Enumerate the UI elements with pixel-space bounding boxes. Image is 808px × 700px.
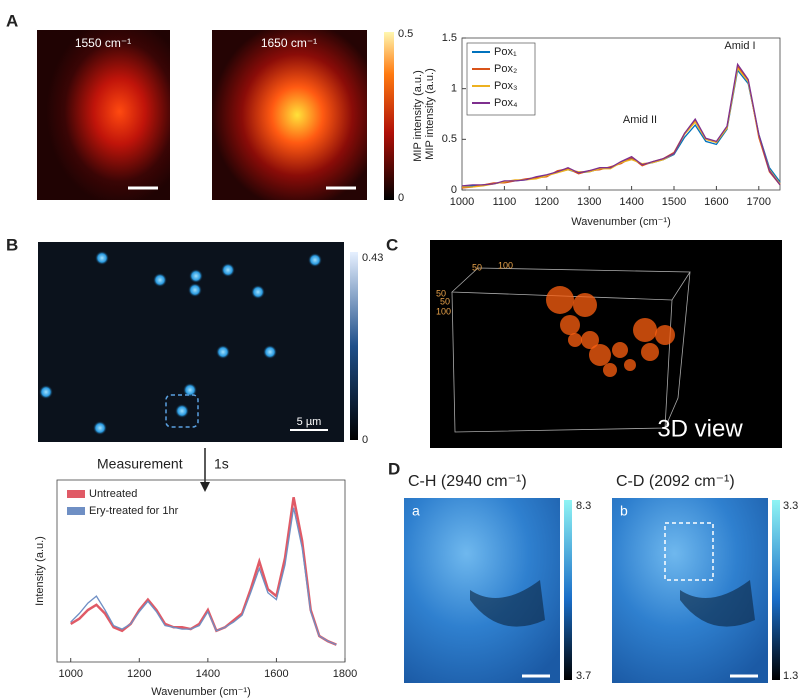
caption: 3D view xyxy=(657,415,743,442)
legend-label: Pox₄ xyxy=(494,97,518,109)
colorbar-label: 0.43 xyxy=(362,252,383,264)
arrow-label: 1s xyxy=(214,456,229,472)
panel-label: D xyxy=(388,459,400,478)
x-tick-label: 1400 xyxy=(619,196,643,208)
volume-blob xyxy=(612,342,628,358)
colorbar-label: 3.3 xyxy=(783,500,798,512)
volume-blob xyxy=(624,359,636,371)
y-tick-label: 0 xyxy=(451,184,457,196)
image-title: C-H (2940 cm⁻¹) xyxy=(408,473,527,490)
sublabel: a xyxy=(412,503,420,519)
cell-dot xyxy=(188,283,202,297)
x-tick-label: 1200 xyxy=(127,668,151,680)
figure: A 1550 cm⁻¹ 1650 cm⁻¹ 0.5 0 MIP intensit… xyxy=(0,0,808,700)
y-tick-label: 0.5 xyxy=(442,133,457,145)
x-axis-label: Wavenumber (cm⁻¹) xyxy=(151,686,251,698)
cell-dot xyxy=(189,269,203,283)
colorbar-label: 1.3 xyxy=(783,670,798,682)
colorbar-label: 0 xyxy=(362,434,368,446)
volume-blob xyxy=(641,343,659,361)
y-axis-label: MIP intensity (a.u.) xyxy=(424,68,436,160)
cell-dot xyxy=(308,253,322,267)
x-tick-label: 1000 xyxy=(450,196,474,208)
x-tick-label: 1200 xyxy=(535,196,559,208)
y-tick-label: 1 xyxy=(451,83,457,95)
cell-dot xyxy=(216,345,230,359)
cell-dot xyxy=(93,421,107,435)
axis-label: 100 xyxy=(498,260,513,270)
volume-blob xyxy=(560,315,580,335)
cell-dot xyxy=(175,404,189,418)
image-title: C-D (2092 cm⁻¹) xyxy=(616,473,735,490)
cell-dot xyxy=(221,263,235,277)
legend-label: Pox₁ xyxy=(494,46,517,58)
x-tick-label: 1600 xyxy=(704,196,728,208)
image-title: 1650 cm⁻¹ xyxy=(261,36,317,50)
panel-d: D C-H (2940 cm⁻¹) C-D (2092 cm⁻¹) a b 8.… xyxy=(388,459,798,683)
volume-blob xyxy=(633,318,657,342)
volume-blob xyxy=(655,325,675,345)
legend-label: Untreated xyxy=(89,488,137,500)
cell-dot xyxy=(251,285,265,299)
y-tick-label: 1.5 xyxy=(442,32,457,44)
colorbar xyxy=(384,32,394,200)
legend-label: Ery-treated for 1hr xyxy=(89,505,179,517)
arrow-label: Measurement xyxy=(97,456,183,472)
image-title: 1550 cm⁻¹ xyxy=(75,36,131,50)
volume-blob xyxy=(589,344,611,366)
colorbar-title: MIP intensity (a.u.) xyxy=(412,70,424,162)
y-axis-label: Intensity (a.u.) xyxy=(34,536,46,606)
colorbar xyxy=(772,500,780,680)
scale-bar-label: 5 µm xyxy=(297,416,322,428)
x-axis-label: Wavenumber (cm⁻¹) xyxy=(571,216,671,228)
volume-blob xyxy=(546,286,574,314)
sublabel: b xyxy=(620,503,628,519)
colorbar-label: 3.7 xyxy=(576,670,591,682)
x-tick-label: 1400 xyxy=(196,668,220,680)
x-tick-label: 1300 xyxy=(577,196,601,208)
annotation: Amid II xyxy=(623,114,657,126)
panel-label: B xyxy=(6,235,18,254)
cell-dot xyxy=(263,345,277,359)
volume-blob xyxy=(603,363,617,377)
panel-label: C xyxy=(386,235,398,254)
volume-blob xyxy=(568,333,582,347)
panel-c: C 50 100 50 50 100 3D view xyxy=(386,235,782,448)
colorbar xyxy=(350,252,358,440)
x-tick-label: 1800 xyxy=(333,668,357,680)
colorbar-label: 0 xyxy=(398,192,404,204)
legend-label: Pox₂ xyxy=(494,63,517,75)
x-tick-label: 1600 xyxy=(264,668,288,680)
panel-label: A xyxy=(6,11,18,30)
arrow-head xyxy=(200,482,210,492)
x-tick-label: 1700 xyxy=(747,196,771,208)
colorbar-label: 8.3 xyxy=(576,500,591,512)
colorbar xyxy=(564,500,572,680)
axis-label: 50 xyxy=(440,296,450,306)
cell-dot xyxy=(39,385,53,399)
panel-b: B 5 µm 0.43 0 Measurement 1s xyxy=(6,235,383,492)
cell-dot xyxy=(95,251,109,265)
cell-dot xyxy=(153,273,167,287)
heatmap-image xyxy=(37,30,170,200)
x-tick-label: 1000 xyxy=(58,668,82,680)
legend-label: Pox₃ xyxy=(494,80,517,92)
panel-a: A 1550 cm⁻¹ 1650 cm⁻¹ 0.5 0 MIP intensit… xyxy=(6,11,424,203)
colorbar-label: 0.5 xyxy=(398,28,413,40)
heatmap-image xyxy=(212,30,367,200)
axis-label: 50 xyxy=(472,262,482,272)
volume-blob xyxy=(573,293,597,317)
annotation: Amid I xyxy=(724,40,755,52)
x-tick-label: 1500 xyxy=(662,196,686,208)
plot-frame xyxy=(462,38,780,190)
axis-label: 100 xyxy=(436,306,451,316)
x-tick-label: 1100 xyxy=(493,196,517,208)
